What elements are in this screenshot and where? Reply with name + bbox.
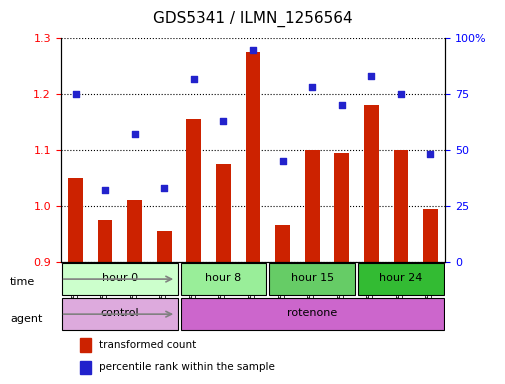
Point	[189, 76, 197, 82]
Point	[308, 84, 316, 91]
FancyBboxPatch shape	[62, 298, 177, 330]
Point	[396, 91, 404, 97]
FancyBboxPatch shape	[269, 263, 355, 295]
Point	[426, 151, 434, 157]
Text: hour 15: hour 15	[290, 273, 333, 283]
Point	[130, 131, 138, 137]
Text: agent: agent	[10, 314, 42, 324]
Point	[278, 158, 286, 164]
FancyBboxPatch shape	[62, 263, 177, 295]
Text: hour 0: hour 0	[102, 273, 138, 283]
Bar	[127, 200, 142, 262]
FancyBboxPatch shape	[180, 263, 266, 295]
Bar	[304, 150, 319, 262]
Bar	[245, 52, 260, 262]
Point	[219, 118, 227, 124]
Bar	[334, 153, 348, 262]
Text: GDS5341 / ILMN_1256564: GDS5341 / ILMN_1256564	[153, 11, 352, 27]
Text: rotenone: rotenone	[286, 308, 337, 318]
Bar	[275, 225, 289, 262]
Text: time: time	[10, 277, 35, 287]
Bar	[216, 164, 230, 262]
FancyBboxPatch shape	[358, 263, 443, 295]
Bar	[80, 361, 91, 374]
Bar	[80, 338, 91, 352]
Text: transformed count: transformed count	[99, 340, 196, 350]
Text: control: control	[100, 308, 139, 318]
Point	[71, 91, 79, 97]
Bar	[97, 220, 112, 262]
Bar	[422, 209, 437, 262]
Bar	[68, 178, 83, 262]
Point	[367, 73, 375, 79]
Bar	[157, 231, 171, 262]
FancyBboxPatch shape	[180, 298, 443, 330]
Point	[248, 46, 257, 53]
Point	[337, 102, 345, 108]
Text: hour 24: hour 24	[378, 273, 422, 283]
Point	[101, 187, 109, 193]
Bar	[186, 119, 201, 262]
Point	[160, 185, 168, 191]
Text: percentile rank within the sample: percentile rank within the sample	[99, 362, 275, 372]
Text: hour 8: hour 8	[205, 273, 241, 283]
Bar	[363, 105, 378, 262]
Bar	[393, 150, 408, 262]
